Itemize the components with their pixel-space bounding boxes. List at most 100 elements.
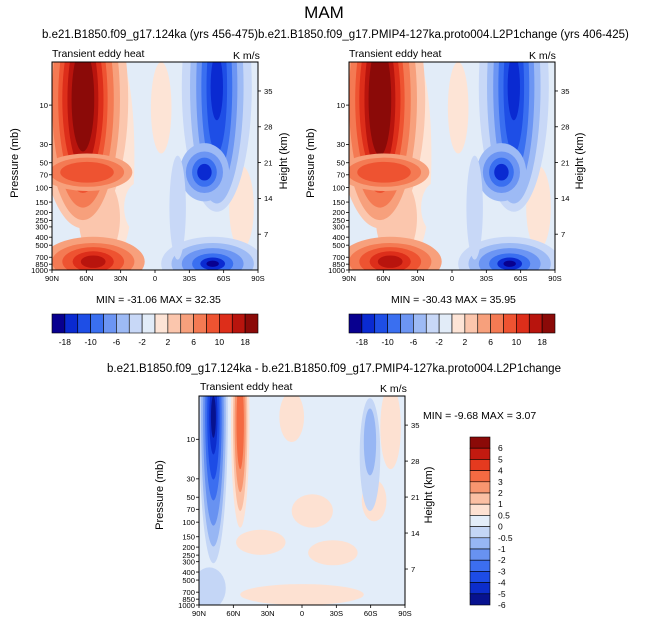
panel-diff-colorbar-swatch xyxy=(469,481,491,494)
panel-diff-ytick-label: 250 xyxy=(182,551,195,560)
diff-weak-positive-3 xyxy=(308,540,358,566)
panel-diff-colorbar-swatch xyxy=(469,526,491,539)
panel-diff-colorbar-swatch xyxy=(469,492,491,505)
panel-right-ytick-right-label: 21 xyxy=(561,158,569,167)
panel-diff-variable-label: Transient eddy heat xyxy=(200,381,293,393)
panel-right-ytick-label: 500 xyxy=(332,241,345,250)
panel-left-ytick-label: 150 xyxy=(35,198,48,207)
panel-diff-ytick-label: 300 xyxy=(182,557,195,566)
panel-diff-colorbar-swatch xyxy=(469,582,491,595)
panel-right-ytick-label: 300 xyxy=(332,223,345,232)
panel-left-ytick-right-label: 14 xyxy=(264,194,272,203)
panel-diff-xtick-label: 90N xyxy=(192,609,206,618)
panel-right-xtick-label: 30N xyxy=(411,274,425,283)
negative-tongue xyxy=(169,155,186,260)
panel-left-colorbar-label: 6 xyxy=(191,337,196,347)
panel-diff-colorbar-label: -4 xyxy=(498,578,506,588)
negative-surface-lobe-5 xyxy=(503,260,516,267)
panel-left-xtick-label: 60S xyxy=(217,274,231,283)
page-title: MAM xyxy=(304,3,344,22)
panel-diff-xtick-label: 90S xyxy=(398,609,412,618)
panel-right-subtitle: b.e21.B1850.f09_g17.PMIP4-127ka.proto004… xyxy=(258,29,629,41)
panel-left-colorbar-swatch xyxy=(77,313,91,334)
panel-left-ytick-right-label: 21 xyxy=(264,158,272,167)
panel-diff-axes: 1030507010015020025030040050070085010003… xyxy=(178,395,419,618)
panel-right-colorbar-swatch xyxy=(516,313,530,334)
panel-left-axes: 1030507010015020025030040050070085010003… xyxy=(31,61,272,283)
panel-diff-colorbar-label: -1 xyxy=(498,544,506,554)
panel-right-colorbar: -18 -10 -6 -2 2 6 10 18 xyxy=(348,313,556,347)
panel-diff-colorbar-swatch xyxy=(469,459,491,471)
panel-left-colorbar-swatch xyxy=(90,313,104,334)
panel-right-colorbar-swatch xyxy=(374,313,388,334)
panel-right-colorbar-swatch xyxy=(464,313,479,334)
panel-right-colorbar-label: 10 xyxy=(512,337,522,347)
panel-diff-xtick-label: 60S xyxy=(364,609,378,618)
negative-surface-lobe-5 xyxy=(206,260,219,267)
panel-right-ytick-label: 850 xyxy=(332,260,345,269)
panel-right-colorbar-swatch xyxy=(477,313,491,334)
panel-right-ytick-label: 70 xyxy=(337,171,345,180)
panel-left-ytick-label: 300 xyxy=(35,223,48,232)
panel-left-colorbar-label: 18 xyxy=(240,337,250,347)
negative-column-level-5 xyxy=(507,62,520,121)
panel-diff-minmax: MIN = -9.68 MAX = 3.07 xyxy=(423,410,537,422)
panel-right-ytick-label: 50 xyxy=(337,159,345,168)
panel-left-ytick-label: 700 xyxy=(35,253,48,262)
panel-left-colorbar-swatch xyxy=(116,313,130,334)
panel-diff-colorbar-label: 0.5 xyxy=(498,510,510,520)
panel-left-colorbar-swatch xyxy=(51,313,66,334)
panel-right-colorbar-label: -10 xyxy=(381,337,394,347)
panel-diff-ytick-right-label: 7 xyxy=(411,565,415,574)
panel-diff-xtick-label: 30S xyxy=(330,609,344,618)
panel-left-xtick-label: 90S xyxy=(251,274,265,283)
panel-diff-subtitle: b.e21.B1850.f09_g17.124ka - b.e21.B1850.… xyxy=(107,363,561,375)
panel-left-xtick-label: 30S xyxy=(183,274,197,283)
positive-upper-lobe-2 xyxy=(357,161,411,183)
panel-right-variable-label: Transient eddy heat xyxy=(349,48,442,60)
panel-left-colorbar-swatch xyxy=(141,313,156,334)
panel-diff-ytick-label: 200 xyxy=(182,543,195,552)
panel-right-colorbar-swatch xyxy=(438,313,453,334)
panel-right-colorbar-swatch xyxy=(451,313,466,334)
panel-diff-ytick-label: 50 xyxy=(187,493,195,502)
positive-column-level-6 xyxy=(71,62,95,152)
panel-left-units-label: K m/s xyxy=(233,50,260,62)
panel-left-ytick-label: 30 xyxy=(40,140,48,149)
panel-diff-colorbar-swatch xyxy=(469,436,491,449)
panel-left-colorbar-label: -18 xyxy=(59,337,72,347)
panel-diff-ytick-label: 1000 xyxy=(178,601,195,610)
diff-weak-positive-1 xyxy=(291,494,333,528)
heatmap-diff xyxy=(199,396,405,605)
panel-diff-colorbar-swatch xyxy=(469,548,491,561)
negative-upper-lobe-3 xyxy=(494,163,509,181)
panel-diff-colorbar-swatch xyxy=(469,537,491,550)
panel-left-colorbar-swatch xyxy=(180,313,194,334)
panel-diff-ytick-label: 30 xyxy=(187,475,195,484)
panel-left-subtitle: b.e21.B1850.f09_g17.124ka (yrs 456-475) xyxy=(42,29,259,41)
panel-diff-ytick-right-label: 35 xyxy=(411,421,419,430)
panel-diff-colorbar-label: -6 xyxy=(498,600,506,610)
panel-diff-colorbar-swatch xyxy=(469,470,491,483)
panel-diff-colorbar-label: -0.5 xyxy=(498,533,513,543)
panel-right-colorbar-swatch xyxy=(400,313,414,334)
positive-upper-lobe-2 xyxy=(60,161,114,183)
panel-left-ytick-label: 850 xyxy=(35,260,48,269)
panel-right-xtick-label: 60S xyxy=(514,274,528,283)
panel-right-colorbar-swatch xyxy=(413,313,427,334)
panel-left-xtick-label: 90N xyxy=(45,274,59,283)
positive-surface-lobe-4 xyxy=(377,255,403,268)
panel-right-ytick-label: 250 xyxy=(332,216,345,225)
positive-surface-lobe-4 xyxy=(80,255,106,268)
negative-upper-lobe-3 xyxy=(197,163,212,181)
neutral-patch xyxy=(421,182,450,233)
panel-left-xtick-label: 60N xyxy=(79,274,93,283)
panel-right-units-label: K m/s xyxy=(529,50,556,62)
panel-left-ytick-label: 250 xyxy=(35,216,48,225)
panel-diff-ytick-label: 850 xyxy=(182,595,195,604)
panel-diff-ytick-label: 70 xyxy=(187,505,195,514)
panel-right-minmax: MIN = -30.43 MAX = 35.95 xyxy=(391,294,516,306)
panel-diff-ytick-label: 700 xyxy=(182,588,195,597)
panel-right-xtick-label: 90N xyxy=(342,274,356,283)
